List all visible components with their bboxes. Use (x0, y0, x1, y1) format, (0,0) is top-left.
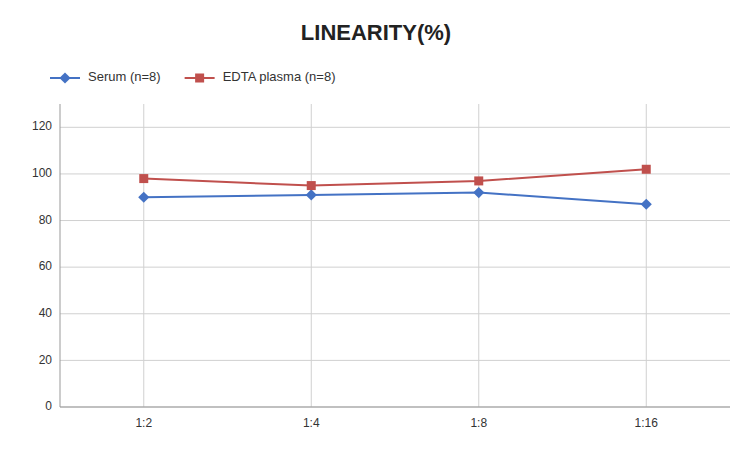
y-tick-label: 20 (39, 353, 53, 367)
y-axis-line (60, 104, 61, 407)
chart-container: LINEARITY(%) 0 20 40 60 80 100 120 1:2 1:4 1:8 1:16… (0, 0, 752, 451)
x-tick-label: 1:4 (303, 416, 320, 430)
legend-label: Serum (n=8) (88, 69, 161, 84)
x-grid-line (311, 104, 312, 407)
y-tick-label: 80 (39, 213, 53, 227)
y-tick-label: 120 (32, 119, 52, 133)
series-marker (474, 176, 483, 185)
y-grid-line (60, 407, 730, 408)
y-tick-label: 60 (39, 259, 53, 273)
x-tick-label: 1:2 (135, 416, 152, 430)
y-grid-line (60, 360, 730, 361)
y-tick-label: 100 (32, 166, 52, 180)
y-tick-label: 0 (45, 399, 52, 413)
series-marker (139, 174, 148, 183)
title: LINEARITY(%) (301, 20, 451, 45)
legend-marker (59, 72, 70, 83)
legend-label: EDTA plasma (n=8) (223, 69, 336, 84)
series-marker (473, 187, 484, 198)
series-line (144, 193, 647, 205)
y-grid-line (60, 267, 730, 268)
series-marker (138, 192, 149, 203)
x-grid-line (143, 104, 144, 407)
legend: Serum (n=8) EDTA plasma (n=8) (50, 69, 335, 84)
x-grid-line (646, 104, 647, 407)
series-marker (642, 165, 651, 174)
y-grid-line (60, 313, 730, 314)
series-marker (641, 199, 652, 210)
y-grid-line (60, 127, 730, 128)
legend-marker (195, 74, 204, 83)
y-grid-line (60, 173, 730, 174)
series-marker (307, 181, 316, 190)
x-tick-label: 1:8 (470, 416, 487, 430)
x-axis-line (60, 407, 730, 408)
x-tick-label: 1:16 (635, 416, 659, 430)
series-marker (306, 189, 317, 200)
y-tick-label: 40 (39, 306, 53, 320)
plot-area (138, 165, 652, 210)
series-line (144, 169, 647, 185)
chart: LINEARITY(%) 0 20 40 60 80 100 120 1:2 1:4 1:8 1:16… (0, 0, 752, 451)
grid (60, 104, 730, 407)
y-grid-line (60, 220, 730, 221)
x-grid-line (478, 104, 479, 407)
